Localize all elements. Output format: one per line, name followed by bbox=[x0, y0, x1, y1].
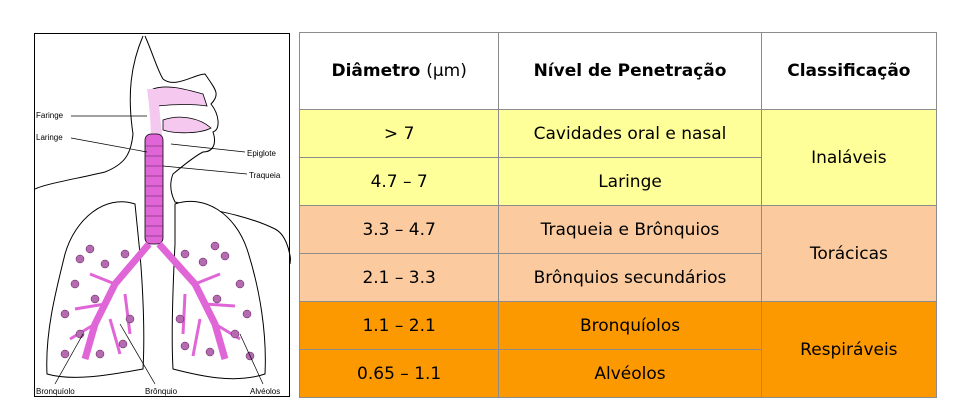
classification-cell-inalaveis: Inaláveis bbox=[760, 109, 938, 206]
level-cell: Traqueia e Brônquios bbox=[498, 205, 762, 254]
nasal-cavity bbox=[152, 86, 208, 107]
label-bronquiolo: Bronquíolo bbox=[36, 387, 75, 396]
table-row: 1.1 – 2.1 Bronquíolos Respiráveis bbox=[298, 301, 938, 398]
pointer-lines bbox=[54, 115, 264, 385]
table-row: 0.65 – 1.1 Alvéolos bbox=[298, 349, 937, 398]
label-faringe: Faringe bbox=[36, 111, 64, 120]
table-row: 4.7 – 7 Laringe bbox=[298, 157, 937, 206]
right-branches bbox=[181, 272, 241, 357]
label-traqueia: Traqueia bbox=[249, 171, 281, 180]
label-laringe: Laringe bbox=[36, 133, 63, 142]
diameter-cell: > 7 bbox=[298, 109, 500, 158]
label-bronquio: Brônquio bbox=[145, 387, 178, 396]
label-alveolos: Alvéolos bbox=[250, 387, 280, 396]
label-epiglote: Epiglote bbox=[247, 149, 276, 158]
level-cell: Cavidades oral e nasal bbox=[498, 109, 762, 158]
trachea-rings bbox=[145, 145, 163, 237]
respiratory-system-illustration: Faringe Laringe Epiglote Traqueia Bronqu… bbox=[34, 33, 291, 397]
head-outline bbox=[144, 35, 291, 265]
header-penetration: Nível de Penetração bbox=[498, 32, 762, 110]
table-header-row: Diâmetro (µm) Nível de Penetração Classi… bbox=[298, 32, 938, 110]
classification-cell-toracicas: Torácicas bbox=[760, 205, 938, 302]
right-lung bbox=[171, 200, 266, 380]
header-diameter-label: Diâmetro bbox=[331, 61, 421, 81]
shoulder-outline bbox=[35, 35, 144, 190]
diameter-cell: 1.1 – 2.1 bbox=[298, 301, 500, 350]
header-classification: Classificação bbox=[760, 32, 938, 110]
level-cell: Bronquíolos bbox=[498, 301, 762, 350]
pharynx bbox=[147, 89, 163, 144]
level-cell: Laringe bbox=[498, 157, 762, 206]
diameter-cell: 2.1 – 3.3 bbox=[298, 253, 500, 302]
level-cell: Alvéolos bbox=[498, 349, 762, 398]
diameter-cell: 4.7 – 7 bbox=[298, 157, 500, 206]
table-row: 2.1 – 3.3 Brônquios secundários bbox=[298, 253, 937, 302]
alveoli-clusters bbox=[60, 241, 255, 361]
left-lung bbox=[46, 201, 145, 378]
oral-cavity bbox=[162, 116, 212, 134]
header-diameter-unit: (µm) bbox=[426, 61, 467, 81]
particle-penetration-table: Diâmetro (µm) Nível de Penetração Classi… bbox=[298, 32, 938, 398]
diameter-cell: 0.65 – 1.1 bbox=[298, 349, 500, 398]
classification-cell-respiraveis: Respiráveis bbox=[760, 301, 938, 398]
respiratory-diagram: Faringe Laringe Epiglote Traqueia Bronqu… bbox=[35, 35, 291, 396]
header-diameter: Diâmetro (µm) bbox=[298, 32, 500, 110]
table-row: > 7 Cavidades oral e nasal Inaláveis bbox=[298, 109, 938, 206]
table-row: 3.3 – 4.7 Traqueia e Brônquios Torácicas bbox=[298, 205, 938, 302]
level-cell: Brônquios secundários bbox=[498, 253, 762, 302]
trachea bbox=[144, 133, 164, 245]
diameter-cell: 3.3 – 4.7 bbox=[298, 205, 500, 254]
